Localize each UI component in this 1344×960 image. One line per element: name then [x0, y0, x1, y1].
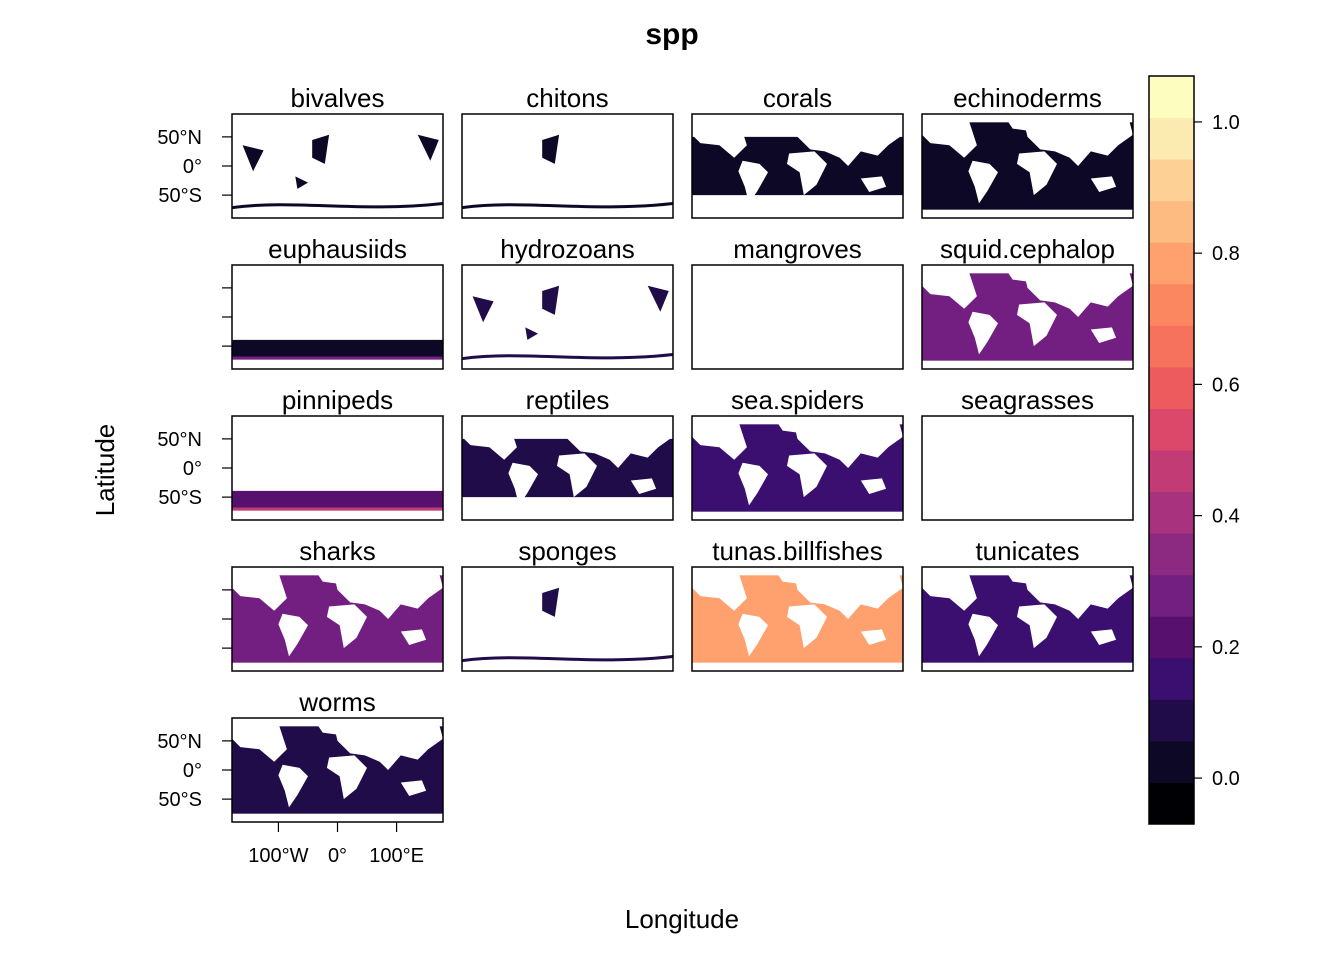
colorbar-tick-label: 1.0 — [1212, 112, 1240, 134]
panel-hydrozoans: hydrozoans — [461, 234, 674, 370]
y-axis-label: Latitude — [90, 424, 120, 517]
colorbar-tick-label: 0.6 — [1212, 374, 1240, 396]
colorbar-swatch — [1149, 117, 1194, 160]
panel-label: tunas.billfishes — [712, 536, 883, 566]
panel-euphausiids: euphausiids — [222, 234, 444, 370]
panel-frame — [921, 415, 1134, 521]
colorbar-swatch — [1149, 325, 1194, 368]
colorbar-tick-label: 0.4 — [1212, 506, 1240, 528]
panel-tunas-billfishes: tunas.billfishes — [691, 536, 904, 672]
colorbar-swatch — [1149, 533, 1194, 576]
panel-label: pinnipeds — [282, 385, 393, 415]
y-tick-label: 50°S — [158, 185, 202, 207]
y-tick-label: 0° — [183, 458, 202, 480]
colorbar-swatch — [1149, 657, 1194, 700]
southern-band — [232, 490, 443, 510]
panel-tunicates: tunicates — [921, 536, 1134, 672]
panel-worms: worms 50°N 0° 50°S — [157, 687, 444, 823]
panel-label: worms — [298, 687, 376, 717]
colorbar-swatch — [1149, 366, 1194, 409]
panel-reptiles: reptiles — [461, 385, 674, 521]
colorbar-tick-label: 0.2 — [1212, 637, 1240, 659]
colorbar-swatch — [1149, 283, 1194, 326]
panel-sponges: sponges — [461, 536, 674, 672]
panel-frame — [921, 264, 1134, 370]
y-tick-label: 50°N — [157, 127, 202, 149]
y-tick-label: 50°N — [157, 429, 202, 451]
southern-band — [232, 339, 443, 359]
colorbar-swatch — [1149, 76, 1194, 119]
panel-label: squid.cephalop — [940, 234, 1115, 264]
panel-bivalves: bivalves 50°N 0° 50°S — [157, 83, 444, 219]
panel-mangroves: mangroves — [691, 234, 904, 370]
panel-label: bivalves — [291, 83, 385, 113]
x-tick-label: 0° — [328, 845, 347, 867]
panel-echinoderms: echinoderms — [921, 83, 1134, 219]
colorbar-swatch — [1149, 574, 1194, 617]
panel-frame — [921, 566, 1134, 672]
colorbar-swatch — [1149, 616, 1194, 659]
panel-label: sharks — [299, 536, 376, 566]
panel-frame — [691, 264, 904, 370]
panel-frame — [691, 415, 904, 521]
colorbar-swatch — [1149, 200, 1194, 243]
panel-corals: corals — [691, 83, 904, 219]
colorbar-swatch — [1149, 408, 1194, 451]
y-tick-label: 50°S — [158, 487, 202, 509]
colorbar-swatch — [1149, 450, 1194, 493]
panel-label: chitons — [526, 83, 608, 113]
colorbar-swatch — [1149, 159, 1194, 202]
panel-label: hydrozoans — [500, 234, 634, 264]
panel-label: reptiles — [526, 385, 610, 415]
panel-label: euphausiids — [268, 234, 407, 264]
y-tick-label: 50°S — [158, 789, 202, 811]
panel-seagrasses: seagrasses — [921, 385, 1134, 521]
panel-frame — [461, 566, 674, 672]
colorbar-tick-label: 0.0 — [1212, 768, 1240, 790]
colorbar-swatch — [1149, 491, 1194, 534]
colorbar-swatch — [1149, 782, 1194, 825]
colorbar-swatch — [1149, 699, 1194, 742]
panel-label: sponges — [518, 536, 616, 566]
panel-frame — [921, 113, 1134, 219]
colorbar-swatch — [1149, 242, 1194, 285]
panel-label: echinoderms — [953, 83, 1102, 113]
panel-sea-spiders: sea.spiders — [691, 385, 904, 521]
plot-title: spp — [645, 18, 698, 51]
panel-label: sea.spiders — [731, 385, 864, 415]
colorbar: 0.0 0.2 0.4 0.6 0.8 1.0 — [1148, 75, 1240, 825]
colorbar-frame — [1148, 75, 1195, 825]
y-tick-label: 0° — [183, 156, 202, 178]
panel-chitons: chitons — [461, 83, 674, 219]
colorbar-swatch — [1149, 740, 1194, 783]
panel-frame — [461, 415, 674, 521]
colorbar-tick-label: 0.8 — [1212, 243, 1240, 265]
panel-label: mangroves — [733, 234, 862, 264]
panel-label: tunicates — [975, 536, 1079, 566]
x-axis-label: Longitude — [625, 904, 739, 934]
panel-label: corals — [763, 83, 832, 113]
panel-label: seagrasses — [961, 385, 1094, 415]
panel-frame — [691, 113, 904, 219]
y-tick-label: 50°N — [157, 731, 202, 753]
panel-frame — [461, 113, 674, 219]
panel-pinnipeds: pinnipeds 50°N 0° 50°S — [157, 385, 444, 521]
panel-squid-cephalop: squid.cephalop — [921, 234, 1134, 370]
x-tick-label: 100°W — [248, 845, 308, 867]
panel-grid: bivalves 50°N 0° 50°S chitons corals echinoder… — [157, 83, 1134, 867]
panel-frame — [461, 264, 674, 370]
panel-frame — [691, 566, 904, 672]
panel-sharks: sharks — [222, 536, 444, 672]
y-tick-label: 0° — [183, 760, 202, 782]
x-tick-label: 100°E — [369, 845, 424, 867]
